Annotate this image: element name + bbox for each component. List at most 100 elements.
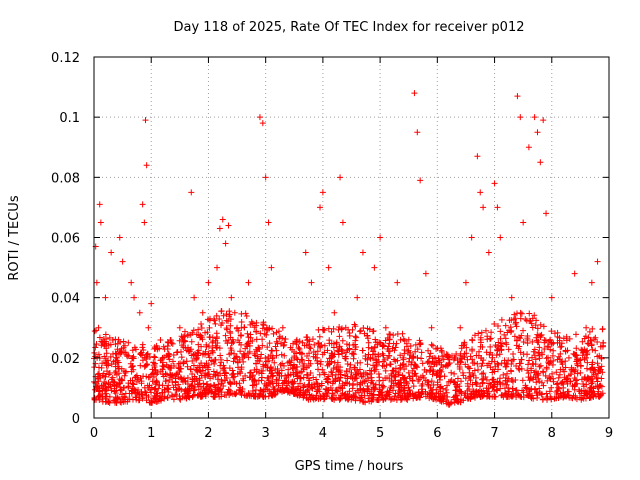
data-point <box>338 325 345 332</box>
data-point <box>434 345 441 352</box>
data-point <box>207 375 214 382</box>
data-point <box>464 383 471 390</box>
data-point <box>459 369 466 376</box>
data-point <box>98 364 105 371</box>
data-point <box>488 358 495 365</box>
data-point <box>315 396 322 403</box>
data-point <box>412 341 419 348</box>
data-point <box>178 354 185 361</box>
data-point <box>471 332 478 339</box>
data-point <box>458 378 465 385</box>
data-point <box>485 385 492 392</box>
data-point <box>217 352 224 359</box>
data-point <box>584 340 591 347</box>
y-tick-label: 0.02 <box>51 352 80 367</box>
data-point <box>412 370 419 377</box>
data-point <box>545 360 552 367</box>
data-point <box>395 371 402 378</box>
data-point <box>135 387 142 394</box>
data-point <box>315 366 322 373</box>
data-point <box>114 340 121 347</box>
data-point <box>285 372 292 379</box>
y-axis-label: ROTI / TECUs <box>7 195 22 280</box>
data-point <box>175 360 182 367</box>
data-point <box>505 375 512 382</box>
data-point <box>102 398 109 405</box>
data-point <box>333 395 340 402</box>
data-point <box>245 390 252 397</box>
data-point <box>368 379 375 386</box>
data-point <box>439 353 446 360</box>
data-point-peak <box>251 378 258 385</box>
data-point <box>555 374 562 381</box>
data-point <box>216 345 223 352</box>
data-point <box>439 385 446 392</box>
data-point <box>335 326 342 333</box>
data-point <box>221 364 228 371</box>
data-point <box>497 375 504 382</box>
data-point <box>382 367 389 374</box>
data-point <box>489 366 496 373</box>
data-point <box>553 369 560 376</box>
data-point <box>137 362 144 369</box>
data-point-peak <box>354 294 361 301</box>
data-point <box>204 316 211 323</box>
data-point <box>491 381 498 388</box>
data-point <box>253 336 260 343</box>
data-point <box>257 391 264 398</box>
data-point <box>232 354 239 361</box>
data-point <box>327 384 334 391</box>
data-point <box>561 368 568 375</box>
data-point <box>170 396 177 403</box>
data-point <box>198 392 205 399</box>
data-point <box>496 351 503 358</box>
data-point <box>110 358 117 365</box>
data-point <box>278 367 285 374</box>
data-point <box>330 365 337 372</box>
data-point <box>306 344 313 351</box>
data-point <box>510 351 517 358</box>
data-point <box>564 375 571 382</box>
data-point <box>361 330 368 337</box>
data-point <box>123 351 130 358</box>
data-point <box>147 399 154 406</box>
data-point <box>573 377 580 384</box>
data-point <box>517 393 524 400</box>
data-point <box>258 370 265 377</box>
data-point-peak <box>394 279 401 286</box>
data-point <box>269 378 276 385</box>
data-point <box>300 366 307 373</box>
data-point <box>236 380 243 387</box>
data-point <box>557 344 564 351</box>
data-point <box>249 382 256 389</box>
data-point <box>489 384 496 391</box>
data-point <box>223 374 230 381</box>
data-point <box>426 360 433 367</box>
data-point <box>438 347 445 354</box>
data-point <box>214 344 221 351</box>
data-point-peak <box>468 234 475 241</box>
data-point <box>509 393 516 400</box>
data-point-peak <box>159 354 166 361</box>
data-point <box>205 389 212 396</box>
data-point <box>154 398 161 405</box>
data-point <box>218 308 225 315</box>
data-point <box>500 371 507 378</box>
data-point <box>344 361 351 368</box>
data-point <box>419 380 426 387</box>
data-point <box>184 390 191 397</box>
data-point <box>281 352 288 359</box>
data-point <box>227 322 234 329</box>
data-point <box>202 329 209 336</box>
data-point <box>159 371 166 378</box>
data-point <box>536 363 543 370</box>
data-point <box>588 341 595 348</box>
data-point <box>346 365 353 372</box>
data-point <box>399 392 406 399</box>
data-point <box>517 335 524 342</box>
data-point <box>209 348 216 355</box>
data-point <box>105 371 112 378</box>
data-point <box>350 355 357 362</box>
data-point <box>140 346 147 353</box>
data-point <box>478 363 485 370</box>
